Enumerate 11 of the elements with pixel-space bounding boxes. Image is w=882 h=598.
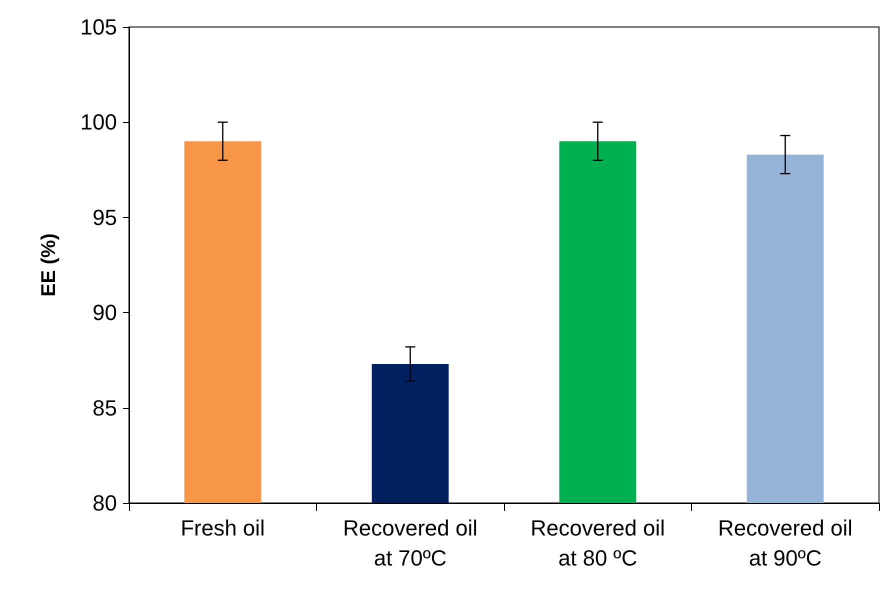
y-tick-label: 80 bbox=[92, 490, 117, 516]
y-tick-label: 105 bbox=[80, 14, 117, 40]
y-tick-label: 95 bbox=[92, 204, 117, 230]
x-tick-label: Recovered oil at 70ºC bbox=[342, 516, 478, 570]
y-axis-title: EE (%) bbox=[38, 233, 60, 297]
y-tick-label: 85 bbox=[92, 395, 117, 420]
x-tick-label: Recovered oil at 80 ºC bbox=[530, 516, 666, 570]
y-tick-label: 100 bbox=[80, 110, 117, 135]
x-tick-label: Fresh oil bbox=[180, 516, 265, 540]
y-tick-label: 90 bbox=[92, 300, 117, 326]
x-tick-label: Recovered oil at 90ºC bbox=[718, 516, 853, 570]
